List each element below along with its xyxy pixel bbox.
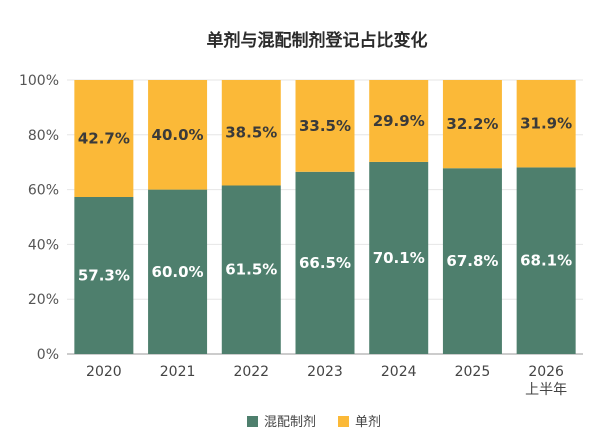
x-tick-label: 2023 [307, 364, 343, 380]
bar-segment [221, 80, 281, 186]
y-tick-label: 100% [19, 73, 59, 89]
bar-segment [442, 80, 502, 169]
bars: 57.3% 42.7% 60.0% 40.0% 61.5% 38.5% 66.5% 33.5%… [74, 80, 576, 354]
bar-segment [516, 167, 576, 354]
data-label: 66.5% [299, 254, 351, 272]
x-tick-label: 2021 [160, 364, 196, 380]
legend-label: 单剂 [355, 415, 381, 430]
data-label: 40.0% [152, 126, 204, 144]
data-label: 33.5% [299, 117, 351, 135]
data-label: 29.9% [373, 112, 425, 130]
x-tick-label: 上半年 [525, 382, 567, 398]
x-tick-label: 2020 [86, 364, 122, 380]
bar-segment [74, 196, 134, 354]
chart-title: 单剂与混配制剂登记占比变化 [207, 30, 428, 51]
data-label: 38.5% [225, 124, 277, 142]
legend-swatch [247, 416, 258, 427]
y-axis: 0% 20% 40% 60% 80% 100% [19, 73, 59, 363]
bar-segment [148, 80, 208, 190]
x-tick-label: 2024 [381, 364, 417, 380]
bar-segment [295, 80, 355, 172]
data-label: 31.9% [520, 115, 572, 133]
bar-segment [369, 161, 429, 354]
x-tick-label: 2026 [528, 364, 564, 380]
x-tick-label: 2022 [233, 364, 269, 380]
bar-segment [295, 171, 355, 354]
y-tick-label: 40% [28, 237, 59, 253]
y-tick-label: 0% [37, 347, 59, 363]
legend-label: 混配制剂 [264, 415, 316, 430]
legend-swatch [338, 416, 349, 427]
y-tick-label: 60% [28, 183, 59, 199]
data-label: 70.1% [373, 249, 425, 267]
bar-segment [221, 185, 281, 354]
y-tick-label: 80% [28, 128, 59, 144]
bar-segment [369, 80, 429, 162]
bar-segment [442, 168, 502, 354]
y-tick-label: 20% [28, 292, 59, 308]
x-axis: 2020 2021 2022 2023 2024 2025 2026 上半年 [86, 364, 567, 398]
data-label: 32.2% [446, 115, 498, 133]
x-tick-label: 2025 [455, 364, 491, 380]
bar-segment [148, 189, 208, 354]
bar-segment [516, 80, 576, 168]
legend: 混配制剂 单剂 [247, 415, 381, 430]
data-label: 61.5% [225, 261, 277, 279]
data-label: 42.7% [78, 129, 130, 147]
data-label: 60.0% [152, 263, 204, 281]
bar-segment [74, 80, 134, 197]
data-label: 67.8% [446, 252, 498, 270]
data-label: 68.1% [520, 252, 572, 270]
data-label: 57.3% [78, 266, 130, 284]
